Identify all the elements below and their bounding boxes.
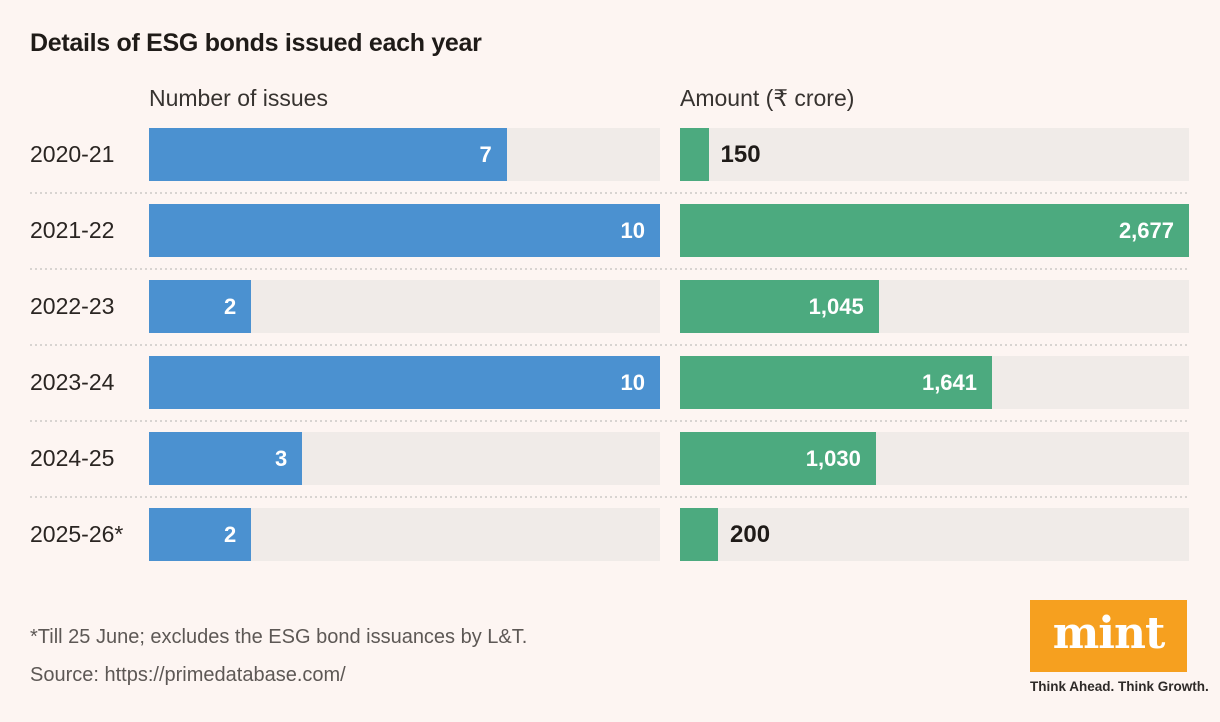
- chart-rows: 2020-21 7 150 2021-22 10 2,677 2022-23 2 1,045 20…: [30, 128, 1189, 561]
- amount-bar-track: 2,677: [680, 204, 1189, 257]
- row-separator: [30, 257, 1189, 280]
- column-headers: Number of issues Amount (₹ crore): [30, 84, 1189, 112]
- chart-row: 2020-21 7 150: [30, 128, 1189, 181]
- value-label: 1,030: [805, 445, 861, 471]
- value-label: 2: [223, 521, 237, 547]
- source-line: Source: https://primedatabase.com/: [30, 664, 346, 686]
- row-separator-line: [30, 419, 1189, 422]
- issues-bar-track: 2: [149, 280, 660, 333]
- chart-row: 2022-23 2 1,045: [30, 280, 1189, 333]
- value-label: 7: [479, 141, 492, 167]
- chart-footer: *Till 25 June; excludes the ESG bond iss…: [30, 618, 1189, 694]
- chart-title: Details of ESG bonds issued each year: [30, 29, 482, 57]
- value-label: 3: [275, 445, 288, 471]
- row-separator-line: [30, 495, 1189, 498]
- row-separator-line: [30, 267, 1189, 270]
- issues-bar: 10: [149, 356, 660, 409]
- chart-row: 2024-25 3 1,030: [30, 432, 1189, 485]
- amount-column-header: Amount (₹ crore): [680, 85, 855, 111]
- issues-bar: 2: [149, 280, 252, 333]
- amount-bar: [680, 128, 709, 181]
- issues-bar: 2: [149, 508, 252, 561]
- row-separator: [30, 409, 1189, 432]
- issues-bar-track: 7: [149, 128, 660, 181]
- year-label: 2021-22: [30, 217, 115, 243]
- amount-bar-track: 150: [680, 128, 1189, 181]
- mint-tagline: Think Ahead. Think Growth.: [1030, 679, 1209, 694]
- issues-column-header: Number of issues: [149, 85, 328, 111]
- mint-branding: mint Think Ahead. Think Growth.: [1030, 600, 1209, 694]
- value-label: 10: [620, 217, 645, 243]
- issues-bar-track: 3: [149, 432, 660, 485]
- value-label: 150: [720, 140, 761, 168]
- year-label: 2025-26*: [30, 521, 124, 547]
- value-label: 2,677: [1118, 217, 1174, 243]
- value-label: 200: [730, 520, 771, 548]
- amount-bar: 1,030: [680, 432, 876, 485]
- row-separator-line: [30, 191, 1189, 194]
- row-separator: [30, 181, 1189, 204]
- issues-bar-track: 10: [149, 204, 660, 257]
- value-label: 10: [620, 369, 645, 395]
- issues-bar: 7: [149, 128, 507, 181]
- footnote: *Till 25 June; excludes the ESG bond iss…: [30, 626, 528, 648]
- chart-row: 2025-26* 2 200: [30, 508, 1189, 561]
- amount-bar: 1,641: [680, 356, 993, 409]
- year-label: 2020-21: [30, 141, 115, 167]
- issues-bar-track: 10: [149, 356, 660, 409]
- row-separator: [30, 485, 1189, 508]
- issues-bar: 10: [149, 204, 660, 257]
- amount-bar: 1,045: [680, 280, 879, 333]
- year-label: 2024-25: [30, 445, 115, 471]
- value-label: 1,045: [808, 293, 864, 319]
- amount-bar-track: 1,045: [680, 280, 1189, 333]
- row-separator-line: [30, 343, 1189, 346]
- chart-row: 2023-24 10 1,641: [30, 356, 1189, 409]
- value-label: 2: [223, 293, 237, 319]
- chart-row: 2021-22 10 2,677: [30, 204, 1189, 257]
- amount-bar: 2,677: [680, 204, 1189, 257]
- year-label: 2022-23: [30, 293, 115, 319]
- amount-bar: [680, 508, 719, 561]
- amount-bar-track: 1,641: [680, 356, 1189, 409]
- year-label: 2023-24: [30, 369, 115, 395]
- amount-bar-track: 200: [680, 508, 1189, 561]
- row-separator: [30, 333, 1189, 356]
- mint-logo-text: mint: [1052, 608, 1166, 659]
- value-label: 1,641: [921, 369, 978, 395]
- mint-logo: mint: [1030, 600, 1187, 672]
- issues-bar-track: 2: [149, 508, 660, 561]
- amount-bar-track: 1,030: [680, 432, 1189, 485]
- issues-bar: 3: [149, 432, 303, 485]
